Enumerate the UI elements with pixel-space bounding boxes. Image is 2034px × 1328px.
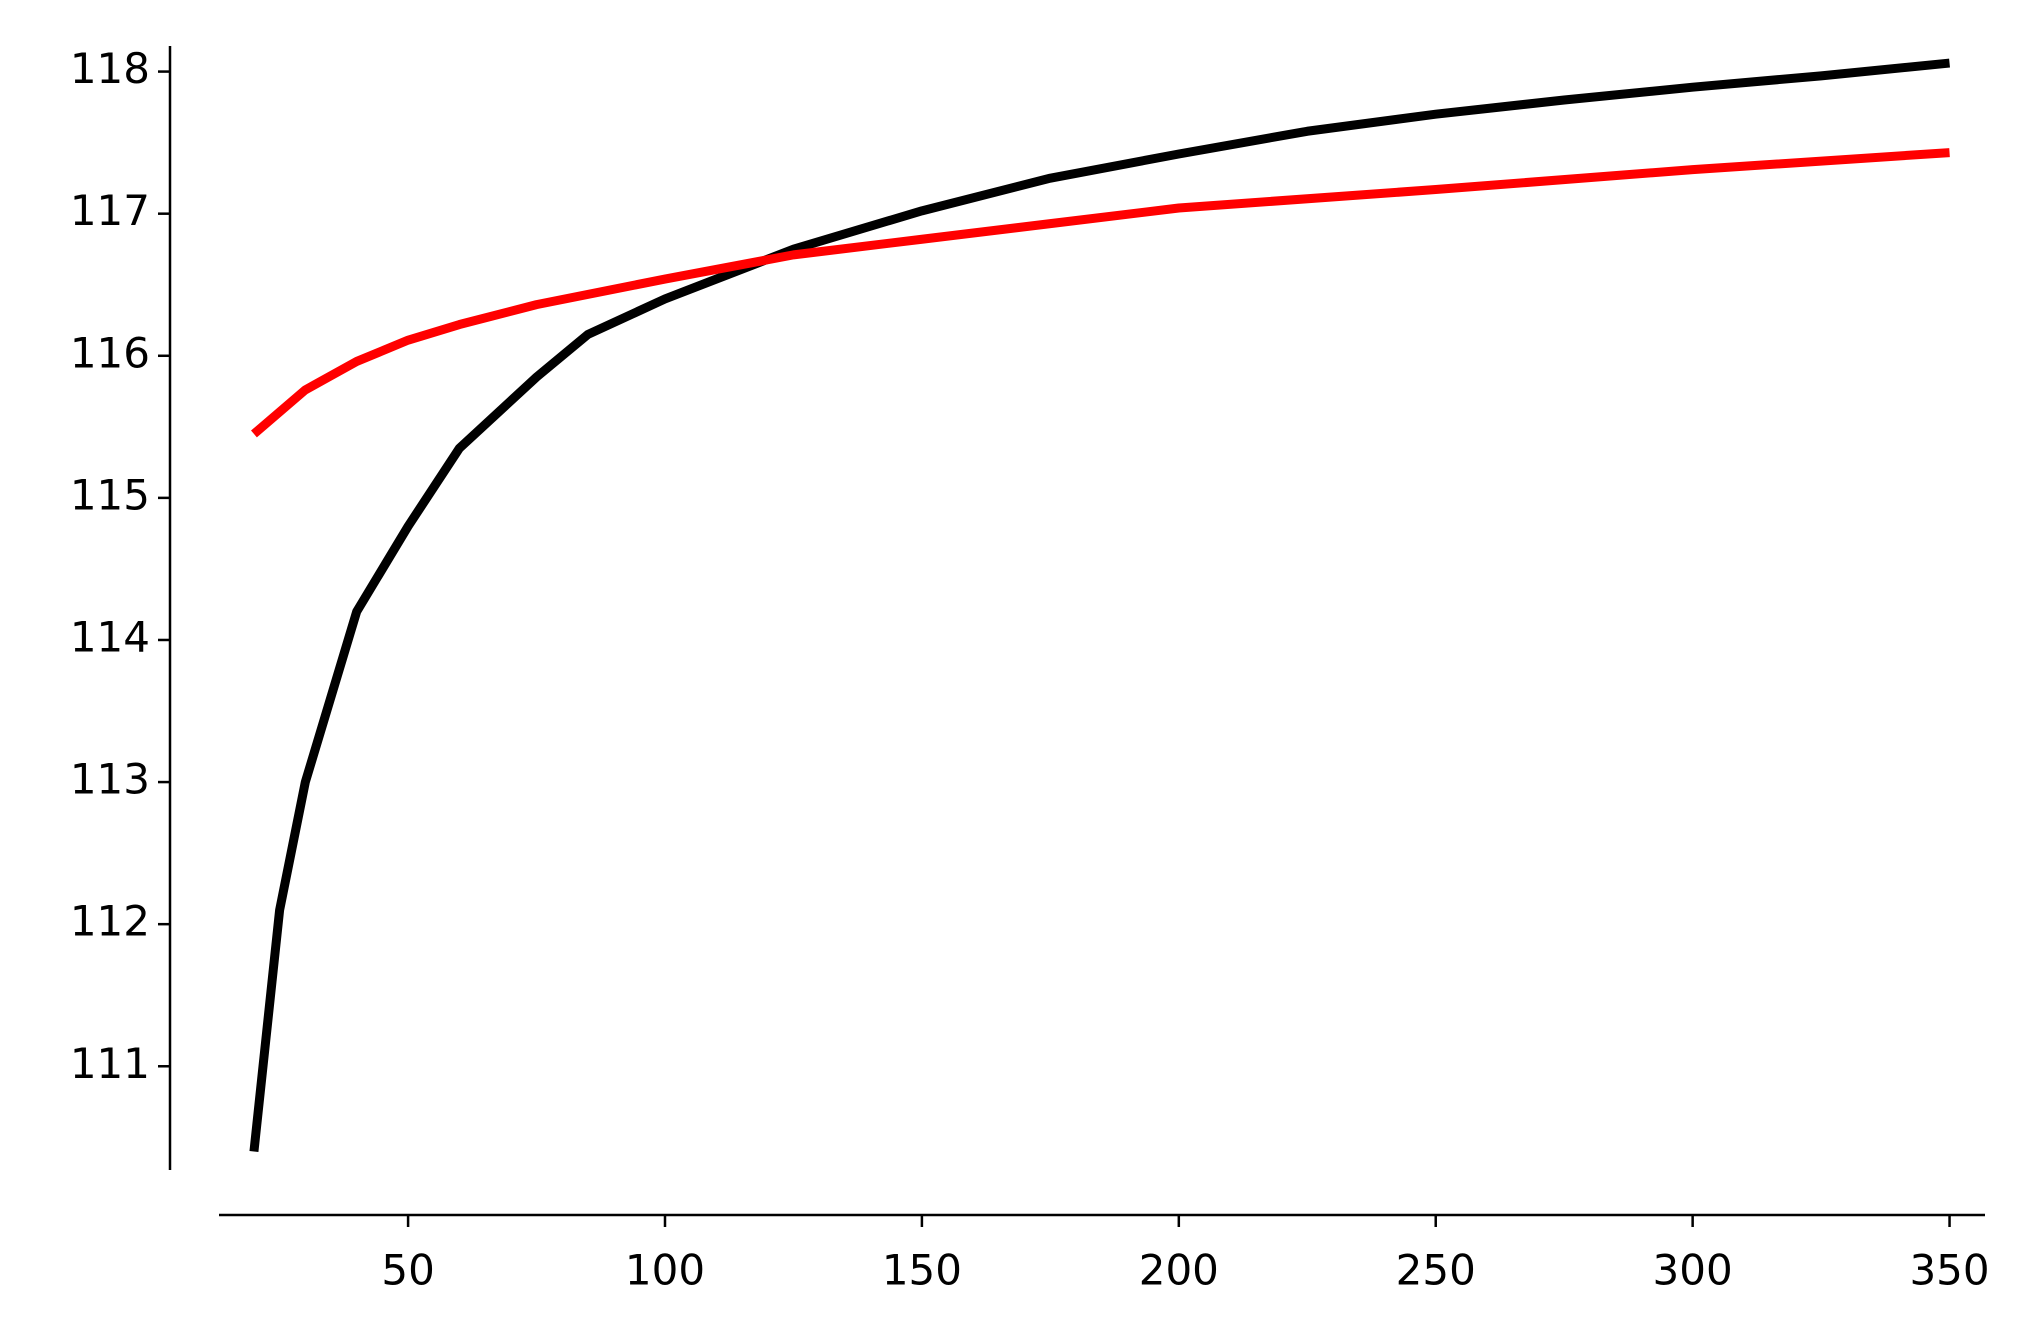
x-tick-label: 300 [1653,1246,1733,1295]
y-tick-label: 111 [70,1039,150,1088]
y-tick-label: 116 [70,328,150,377]
x-tick-label: 150 [882,1246,962,1295]
line-series [249,58,1950,1153]
line-series [251,148,1950,438]
x-tick-label: 50 [381,1246,434,1295]
x-tick-label: 100 [625,1246,705,1295]
x-tick-label: 250 [1396,1246,1476,1295]
y-tick-label: 118 [70,44,150,93]
y-tick-label: 115 [70,470,150,519]
y-tick-label: 113 [70,755,150,804]
y-tick-label: 117 [70,186,150,235]
x-tick-label: 200 [1139,1246,1219,1295]
x-tick-label: 350 [1909,1246,1989,1295]
y-tick-label: 114 [70,612,150,661]
y-tick-label: 112 [70,897,150,946]
